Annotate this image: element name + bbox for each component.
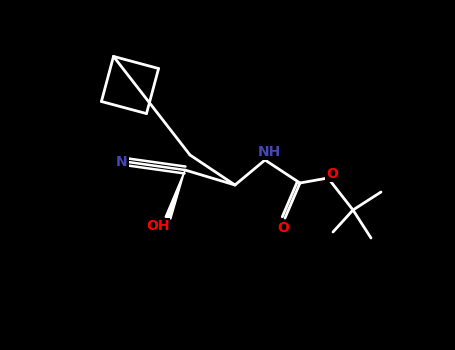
- Text: N: N: [116, 155, 128, 169]
- Text: O: O: [326, 167, 338, 181]
- Text: OH: OH: [146, 219, 170, 233]
- Text: NH: NH: [258, 145, 281, 159]
- Polygon shape: [165, 170, 185, 219]
- Text: O: O: [277, 221, 289, 235]
